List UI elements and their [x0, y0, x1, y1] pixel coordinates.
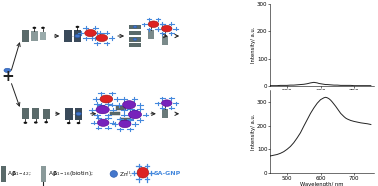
Bar — [0, 166, 6, 182]
Circle shape — [34, 121, 38, 124]
Bar — [129, 25, 141, 29]
Bar — [32, 108, 39, 119]
X-axis label: Wavelength/ nm: Wavelength/ nm — [301, 96, 344, 101]
Circle shape — [128, 110, 141, 119]
Bar — [64, 30, 72, 42]
Circle shape — [75, 34, 80, 38]
Bar — [162, 109, 168, 118]
Circle shape — [44, 121, 48, 123]
Circle shape — [4, 68, 11, 73]
Circle shape — [137, 167, 149, 178]
Circle shape — [76, 112, 81, 115]
Text: A$\bf{\beta}$$_{1-42}$;: A$\bf{\beta}$$_{1-42}$; — [7, 169, 32, 178]
X-axis label: Wavelength/ nm: Wavelength/ nm — [301, 182, 344, 186]
Bar — [129, 31, 141, 35]
Circle shape — [98, 119, 109, 126]
Circle shape — [161, 100, 172, 106]
Bar — [74, 30, 81, 42]
Circle shape — [133, 38, 137, 40]
Circle shape — [85, 29, 96, 37]
Circle shape — [100, 95, 113, 103]
Bar — [22, 108, 29, 119]
Bar — [129, 43, 141, 47]
Bar — [43, 109, 50, 119]
Bar — [41, 166, 46, 182]
Circle shape — [148, 21, 159, 28]
Bar — [22, 31, 29, 42]
Circle shape — [133, 26, 137, 28]
Bar — [74, 108, 82, 120]
Circle shape — [23, 122, 27, 124]
Text: A$\bf{\beta}$$_{1-16}$(biotin);: A$\bf{\beta}$$_{1-16}$(biotin); — [48, 169, 93, 178]
Circle shape — [96, 34, 108, 42]
Circle shape — [96, 106, 109, 114]
Text: Zn$^{II}$;: Zn$^{II}$; — [119, 169, 133, 178]
Bar — [65, 108, 73, 120]
Circle shape — [110, 171, 118, 177]
Bar — [120, 118, 130, 121]
Bar — [40, 32, 46, 40]
Bar — [162, 36, 168, 45]
Text: +: + — [1, 69, 14, 84]
Circle shape — [33, 27, 36, 29]
Bar — [31, 31, 37, 41]
Text: SA-GNP: SA-GNP — [154, 171, 181, 176]
Circle shape — [122, 101, 136, 109]
Circle shape — [77, 122, 81, 124]
Y-axis label: Intensity/ a.u.: Intensity/ a.u. — [251, 113, 256, 150]
Bar — [116, 106, 127, 110]
Circle shape — [41, 27, 45, 29]
Circle shape — [76, 26, 79, 28]
Y-axis label: Intensity/ a.u.: Intensity/ a.u. — [251, 27, 256, 63]
Circle shape — [67, 122, 71, 124]
Circle shape — [161, 25, 172, 32]
Bar — [129, 37, 141, 42]
Circle shape — [119, 120, 131, 128]
Bar — [148, 30, 154, 39]
Bar — [110, 112, 120, 115]
